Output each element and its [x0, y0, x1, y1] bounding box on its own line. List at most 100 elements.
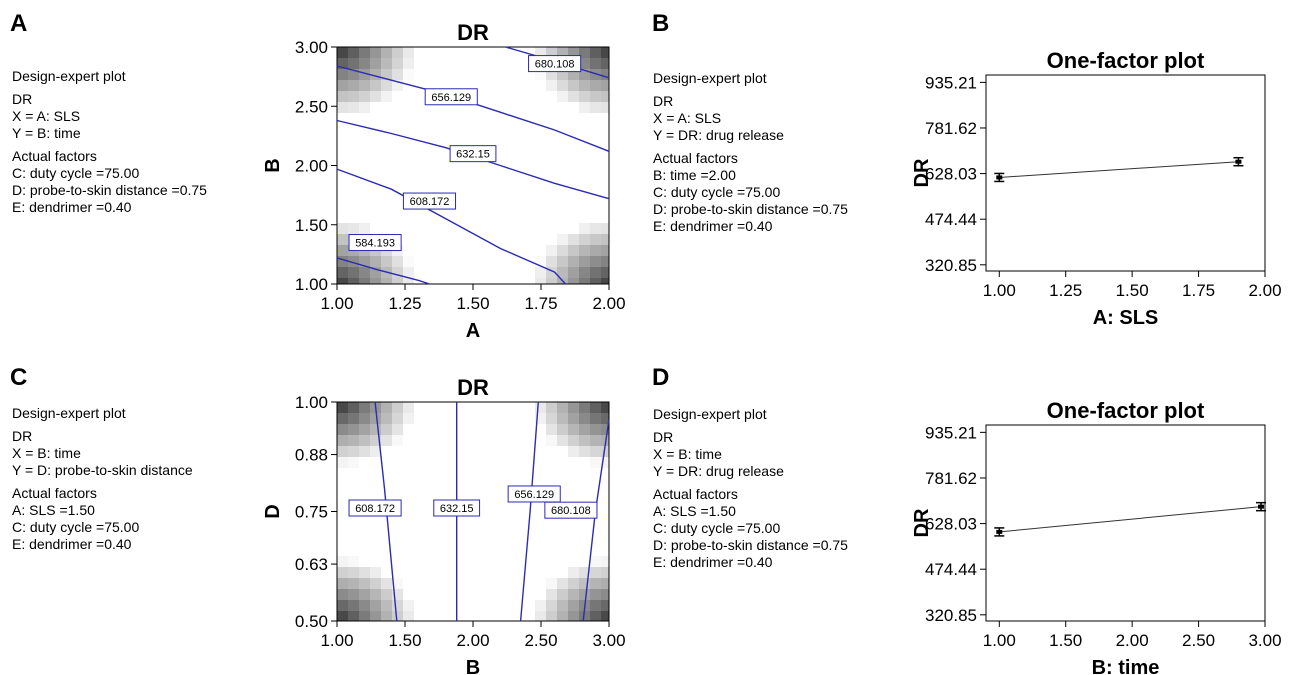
corner-shading — [337, 402, 609, 621]
info-line: C: duty cycle =75.00 — [653, 184, 781, 200]
x-tick-label: 1.50 — [456, 294, 489, 313]
x-tick-label: 2.50 — [524, 631, 557, 650]
info-line: Y = DR: drug release — [653, 463, 784, 479]
info-line: E: dendrimer =0.40 — [653, 554, 773, 570]
info-line: X = A: SLS — [653, 110, 722, 126]
panel-letter-c: C — [10, 364, 28, 391]
x-axis-label: A — [466, 320, 480, 342]
info-line: Design-expert plot — [653, 406, 767, 422]
data-point — [1256, 501, 1267, 512]
series-line — [999, 506, 1262, 533]
x-tick-label: 1.25 — [388, 294, 421, 313]
info-line: X = B: time — [653, 446, 722, 462]
y-tick-label: 781.62 — [925, 469, 977, 488]
info-line: D: probe-to-skin distance =0.75 — [653, 201, 848, 217]
y-axis-label: DR — [911, 158, 933, 187]
y-tick-label: 474.44 — [925, 560, 977, 579]
contour-label: 584.193 — [355, 238, 395, 250]
contour-label-box — [507, 485, 561, 503]
plot-frame — [985, 74, 1266, 272]
y-tick-label: 1.00 — [295, 393, 328, 412]
info-line: E: dendrimer =0.40 — [653, 218, 773, 234]
info-line: C: duty cycle =75.00 — [12, 519, 140, 535]
contour-label-box — [544, 501, 598, 519]
info-line: A: SLS =1.50 — [12, 502, 95, 518]
contour-label: 680.108 — [551, 505, 591, 517]
data-point — [1233, 156, 1244, 167]
info-line: E: dendrimer =0.40 — [12, 536, 132, 552]
y-tick-label: 320.85 — [925, 256, 977, 275]
info-line: Y = DR: drug release — [653, 127, 784, 143]
y-tick-label: 628.03 — [925, 515, 977, 534]
info-line: Actual factors — [12, 485, 97, 501]
info-line: D: probe-to-skin distance =0.75 — [653, 537, 848, 553]
y-axis-label: DR — [911, 508, 933, 537]
y-tick-label: 0.50 — [295, 612, 328, 631]
x-tick-label: 2.50 — [1182, 631, 1215, 650]
y-axis-label: D — [262, 504, 284, 518]
info-line: E: dendrimer =0.40 — [12, 199, 132, 215]
info-line: DR — [12, 91, 33, 107]
info-line: X = B: time — [12, 445, 81, 461]
contour-line — [336, 168, 567, 285]
contour-label-box — [433, 499, 481, 517]
contour-label: 632.15 — [440, 503, 474, 515]
contour-line — [374, 401, 398, 622]
y-tick-label: 2.50 — [295, 97, 328, 116]
contour-label: 608.172 — [410, 196, 450, 208]
corner-shading — [337, 47, 609, 284]
info-line: DR — [653, 93, 674, 109]
info-line: Actual factors — [653, 150, 738, 166]
y-tick-label: 1.50 — [295, 216, 328, 235]
info-line: Y = B: time — [12, 125, 81, 141]
y-tick-label: 935.21 — [925, 73, 977, 92]
info-line: DR — [653, 429, 674, 445]
contour-label: 656.129 — [431, 92, 471, 104]
info-line: Actual factors — [12, 148, 97, 164]
panel-letter-b: B — [652, 10, 670, 37]
chart-title: One-factor plot — [1047, 48, 1205, 73]
x-tick-label: 1.00 — [320, 631, 353, 650]
design-info-b: Design-expert plot DR X = A: SLS Y = DR: dr… — [653, 70, 848, 235]
y-tick-label: 0.88 — [295, 446, 328, 465]
x-axis-label: B: time — [1092, 657, 1160, 675]
y-tick-label: 3.00 — [295, 38, 328, 57]
data-point — [994, 527, 1005, 537]
chart-title: One-factor plot — [1047, 398, 1205, 423]
x-tick-label: 1.00 — [320, 294, 353, 313]
x-tick-label: 2.00 — [456, 631, 489, 650]
info-line: DR — [12, 428, 33, 444]
info-line: B: time =2.00 — [653, 167, 736, 183]
contour-label-box — [348, 234, 402, 252]
x-tick-label: 1.50 — [1049, 631, 1082, 650]
y-tick-label: 628.03 — [925, 165, 977, 184]
y-tick-label: 0.63 — [295, 555, 328, 574]
x-axis-label: B — [466, 657, 480, 675]
x-tick-label: 2.00 — [1116, 631, 1149, 650]
x-tick-label: 1.00 — [983, 631, 1016, 650]
info-line: Design-expert plot — [12, 405, 126, 421]
info-line: Y = D: probe-to-skin distance — [12, 462, 193, 478]
contour-label-box — [424, 88, 478, 106]
y-tick-label: 320.85 — [925, 606, 977, 625]
info-line: A: SLS =1.50 — [653, 503, 736, 519]
info-line: C: duty cycle =75.00 — [12, 165, 140, 181]
data-point — [994, 172, 1005, 183]
contour-label: 680.108 — [535, 59, 575, 71]
contour-label-box — [402, 192, 457, 210]
contour-label-box — [528, 55, 582, 73]
info-line: D: probe-to-skin distance =0.75 — [12, 182, 207, 198]
chart-title: DR — [457, 375, 489, 400]
x-tick-label: 1.00 — [983, 281, 1016, 300]
contour-line — [336, 257, 430, 285]
x-tick-label: 2.00 — [1248, 281, 1281, 300]
y-tick-label: 781.62 — [925, 119, 977, 138]
info-line: X = A: SLS — [12, 108, 81, 124]
x-tick-label: 1.50 — [1116, 281, 1149, 300]
y-axis-label: B — [262, 158, 284, 172]
x-tick-label: 2.00 — [592, 294, 625, 313]
x-tick-label: 1.25 — [1049, 281, 1082, 300]
contour-label-box — [449, 145, 497, 163]
info-line: Actual factors — [653, 486, 738, 502]
